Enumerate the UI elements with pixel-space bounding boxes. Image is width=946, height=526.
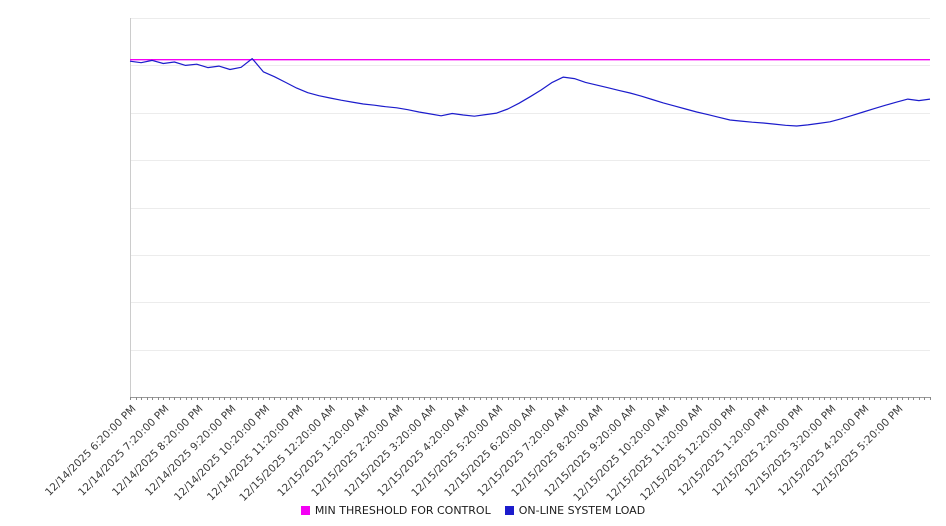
x-tick-label: 12/15/2025 9:20:00 AM [542,403,639,500]
x-tick-label: 12/15/2025 1:20:00 PM [676,403,772,499]
system-load-swatch [504,506,514,515]
legend-item-min-threshold[interactable]: MIN THRESHOLD FOR CONTROL [300,504,491,517]
x-tick-label: 12/15/2025 12:20:00 PM [638,403,739,504]
x-tick-label: 12/15/2025 3:20:00 AM [342,403,439,500]
legend-label-system-load: ON-LINE SYSTEM LOAD [518,504,646,517]
x-tick-label: 12/15/2025 10:20:00 AM [570,403,672,504]
x-tick-label: 12/15/2025 4:20:00 PM [776,403,872,499]
x-tick-label: 12/15/2025 2:20:00 AM [309,403,406,500]
x-tick-label: 12/15/2025 12:20:00 AM [237,403,339,504]
x-tick-label: 12/14/2025 8:20:00 PM [109,403,206,499]
x-tick-label: 12/15/2025 5:20:00 PM [809,403,906,499]
x-tick-label: 12/15/2025 7:20:00 AM [475,403,572,500]
plot-area[interactable] [0,0,946,405]
x-tick-label: 12/14/2025 9:20:00 PM [142,403,239,499]
x-tick-label: 12/15/2025 1:20:00 AM [275,403,372,500]
legend: MIN THRESHOLD FOR CONTROL ON-LINE SYSTEM… [0,504,946,517]
x-tick-label: 12/15/2025 2:20:00 PM [709,403,806,499]
x-tick-label: 12/15/2025 6:20:00 AM [442,403,539,500]
legend-item-system-load[interactable]: ON-LINE SYSTEM LOAD [504,504,646,517]
x-tick-label: 12/15/2025 8:20:00 AM [509,403,606,500]
x-tick-label: 12/14/2025 7:20:00 PM [76,403,172,499]
x-tick-label: 12/15/2025 4:20:00 AM [375,403,472,500]
x-tick-label: 12/15/2025 11:20:00 AM [604,403,706,504]
x-tick-label: 12/15/2025 3:20:00 PM [742,403,839,499]
x-tick-label: 12/14/2025 11:20:00 PM [204,403,306,504]
x-tick-label: 12/14/2025 10:20:00 PM [171,403,272,504]
x-tick-label: 12/15/2025 5:20:00 AM [409,403,506,500]
x-tick-label: 12/14/2025 6:20:00 PM [42,403,139,499]
series-line-online-system-load [129,57,931,127]
legend-label-min-threshold: MIN THRESHOLD FOR CONTROL [314,504,491,517]
threshold-swatch [300,506,310,515]
